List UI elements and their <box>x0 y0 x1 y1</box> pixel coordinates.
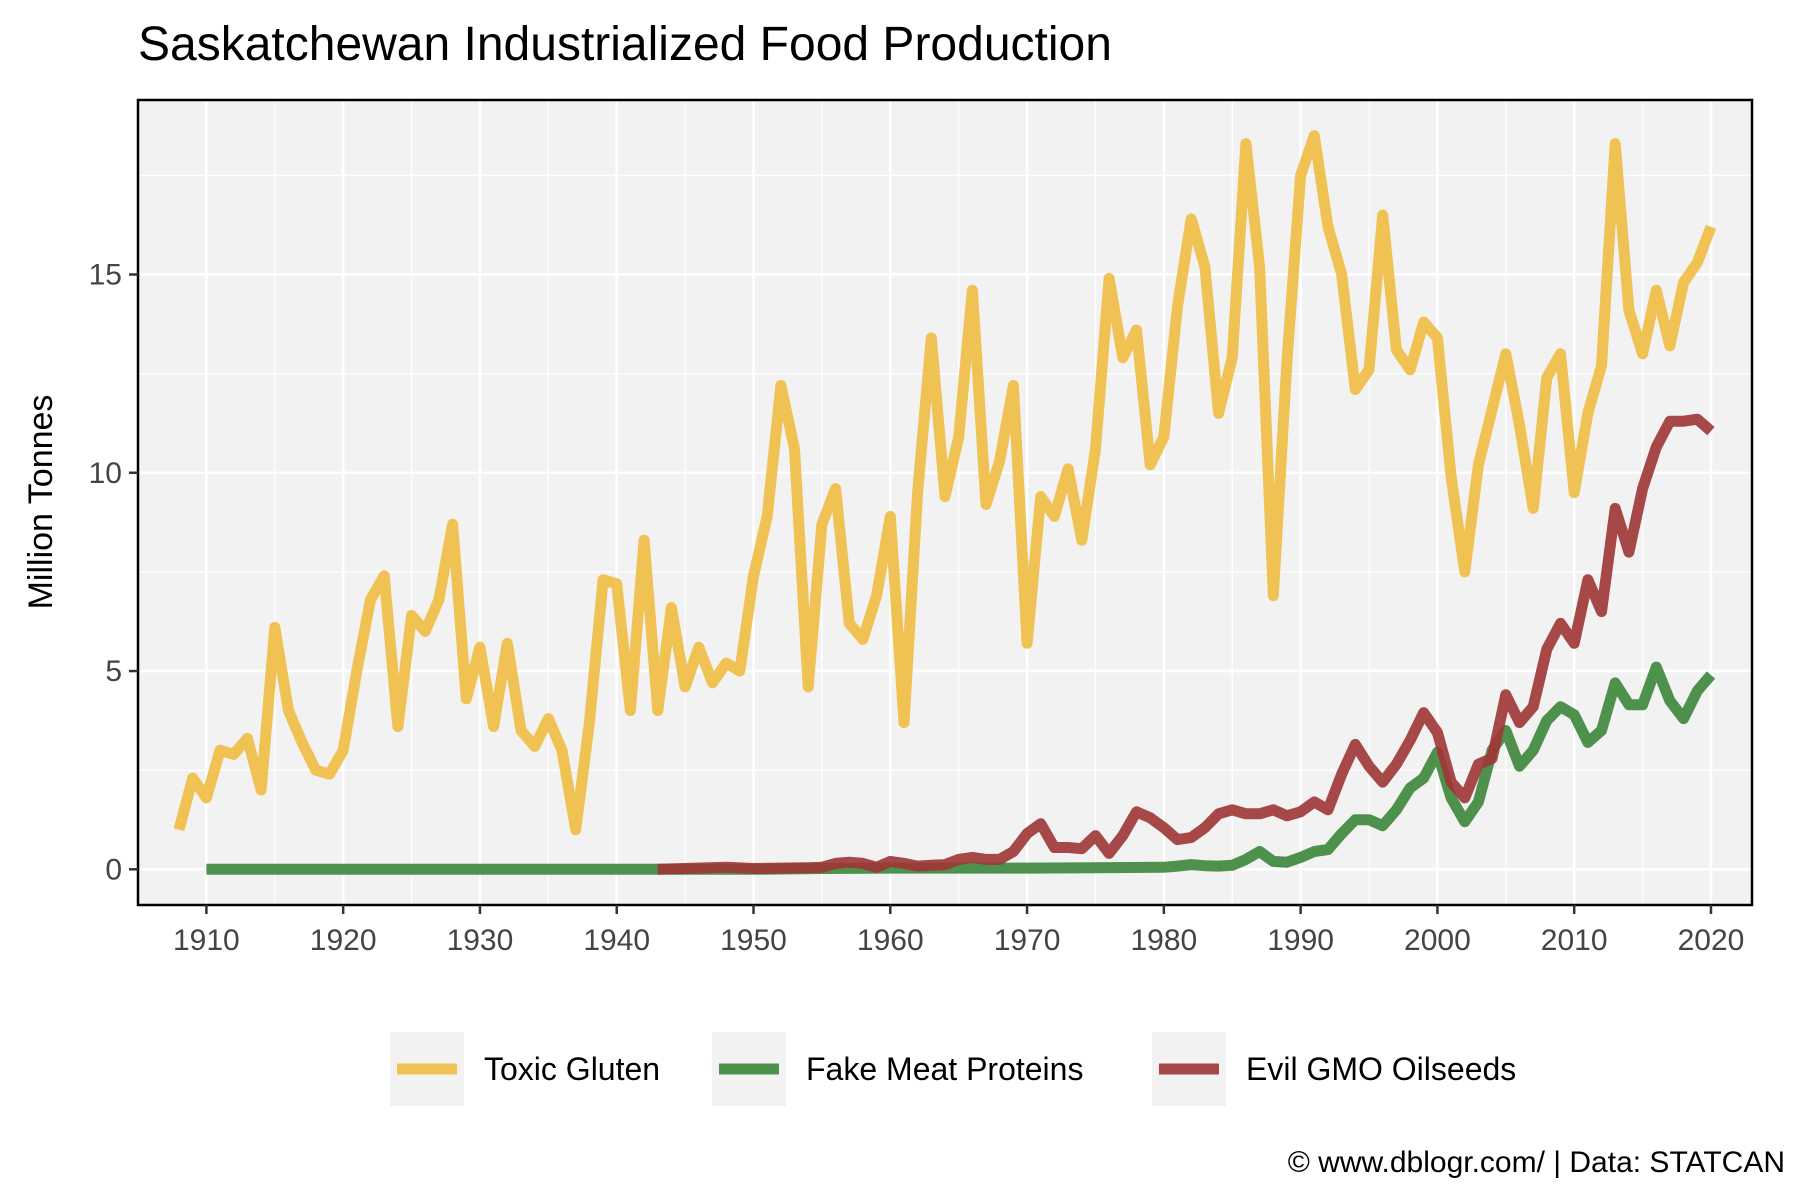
x-tick-label: 2010 <box>1541 924 1608 957</box>
y-tick-label: 15 <box>89 258 122 291</box>
x-tick-label: 1940 <box>583 924 650 957</box>
series-layer <box>173 130 1717 875</box>
plot-panel <box>138 100 1752 905</box>
x-tick-label: 1990 <box>1267 924 1334 957</box>
series-line-toxic-gluten <box>173 130 1717 836</box>
legend-label: Evil GMO Oilseeds <box>1246 1051 1516 1087</box>
x-tick-label: 1980 <box>1130 924 1197 957</box>
series-line-fake-meat-proteins <box>206 661 1716 875</box>
x-axis: 1910 1920 1930 1940 1950 1960 1970 1980 1990 2000… <box>173 905 1744 957</box>
x-tick-label: 1960 <box>857 924 924 957</box>
plot-border <box>136 98 1754 907</box>
y-tick-label: 0 <box>105 853 122 886</box>
chart-title: Saskatchewan Industrialized Food Product… <box>138 18 1112 71</box>
legend: Toxic Gluten Fake Meat Proteins Evil GMO O… <box>390 1032 1516 1106</box>
x-tick-label: 1910 <box>173 924 240 957</box>
y-axis: 0 5 10 15 <box>89 258 138 886</box>
x-tick-label: 2000 <box>1404 924 1471 957</box>
caption: © www.dblogr.com/ | Data: STATCAN <box>1288 1146 1785 1179</box>
series-line-evil-gmo-oilseeds <box>657 413 1715 875</box>
legend-label: Fake Meat Proteins <box>806 1051 1083 1087</box>
x-tick-label: 1970 <box>994 924 1061 957</box>
y-tick-label: 10 <box>89 457 122 490</box>
x-tick-label: 1950 <box>720 924 787 957</box>
x-tick-label: 1930 <box>447 924 514 957</box>
legend-label: Toxic Gluten <box>484 1051 660 1087</box>
y-axis-label: Million Tonnes <box>22 395 60 610</box>
x-tick-label: 2020 <box>1678 924 1745 957</box>
x-tick-label: 1920 <box>310 924 377 957</box>
y-tick-label: 5 <box>105 655 122 688</box>
